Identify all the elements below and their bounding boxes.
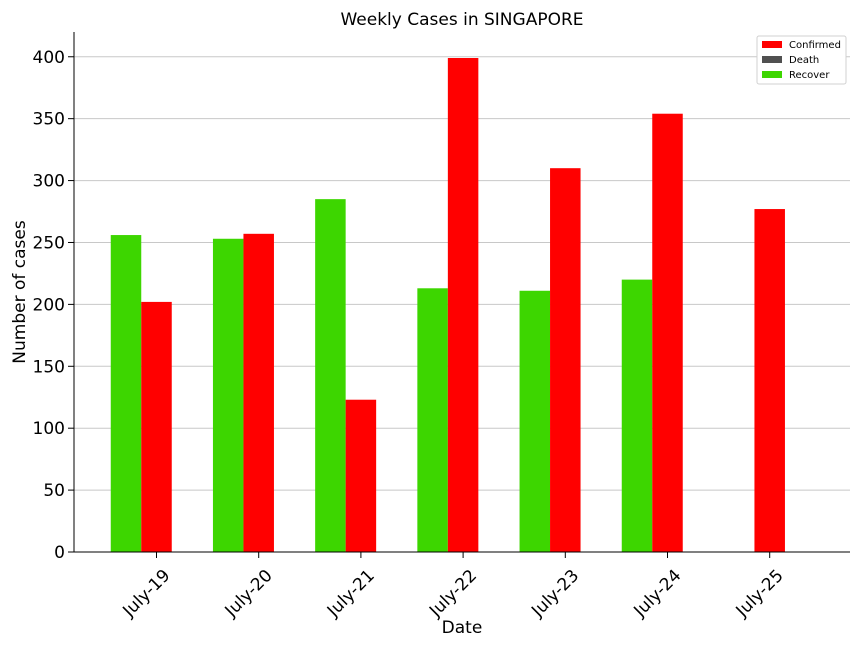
legend-swatch-confirmed — [762, 41, 782, 48]
bars — [110, 58, 785, 553]
y-tick-label: 100 — [33, 419, 65, 439]
bar-confirmed — [243, 233, 274, 553]
bar-recover — [621, 279, 653, 552]
legend-items: Confirmed Death Recover — [762, 40, 841, 81]
bar-confirmed — [754, 209, 785, 553]
bar-confirmed — [447, 58, 479, 552]
x-tick-label: July-20 — [221, 566, 277, 622]
y-ticks: 0 50 100 150 200 250 300 350 400 — [33, 48, 74, 563]
y-tick-label: 150 — [33, 357, 65, 377]
y-axis-title: Number of cases — [10, 220, 30, 364]
legend: Confirmed Death Recover — [756, 35, 847, 85]
x-axis-title: Date — [442, 618, 483, 638]
x-ticks: July-19 July-20 July-21 July-22 July-23 July-… — [119, 552, 788, 622]
bar-recover — [110, 235, 142, 553]
y-tick-label: 200 — [33, 295, 65, 315]
y-tick-label: 50 — [43, 481, 65, 501]
legend-label-confirmed: Confirmed — [789, 40, 841, 51]
y-tick-label: 400 — [33, 48, 65, 68]
legend-swatch-recover — [762, 71, 782, 78]
bar-confirmed — [652, 113, 683, 552]
bar-recover — [417, 288, 448, 552]
y-tick-label: 300 — [33, 172, 65, 192]
x-tick-label: July-21 — [323, 566, 379, 622]
bar-recover — [519, 290, 551, 552]
legend-swatch-death — [762, 56, 782, 63]
y-tick-label: 0 — [54, 543, 65, 563]
bar-recover — [212, 238, 244, 552]
bar-confirmed — [141, 301, 172, 552]
y-tick-label: 250 — [33, 233, 65, 253]
x-tick-label: July-22 — [425, 566, 481, 622]
y-tick-label: 350 — [33, 110, 65, 130]
x-tick-label: July-25 — [732, 566, 788, 622]
legend-label-death: Death — [789, 55, 819, 66]
chart-title: Weekly Cases in SINGAPORE — [340, 10, 583, 30]
x-tick-label: July-24 — [630, 566, 686, 622]
x-tick-label: July-19 — [119, 566, 175, 622]
bar-confirmed — [345, 399, 377, 552]
x-tick-label: July-23 — [527, 566, 583, 622]
bar-recover — [315, 199, 346, 552]
legend-label-recover: Recover — [789, 70, 830, 81]
bar-confirmed — [550, 168, 581, 552]
